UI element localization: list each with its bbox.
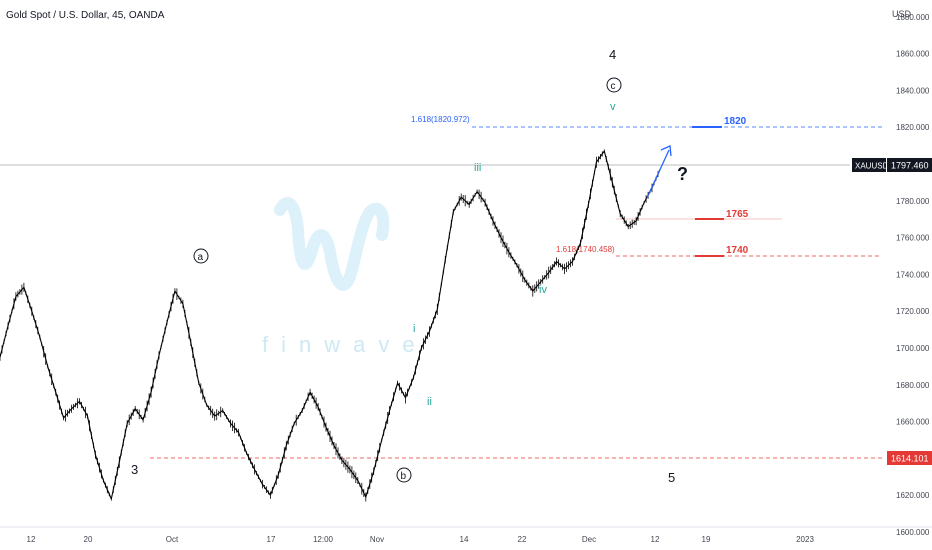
y-tick-label: 1720.000 [896,307,930,316]
wave-label-b: b [401,471,407,482]
y-tick-label: 1700.000 [896,344,930,353]
x-axis: 12 20 Oct 17 12:00 Nov 14 22 Dec 12 19 2023 [27,535,815,544]
wave-label-a: a [198,252,204,263]
last-price-tag: 1797.460 [891,161,929,171]
x-tick-label: 12 [27,535,36,544]
y-tick-label: 1740.000 [896,270,930,279]
y-tick-label: 1840.000 [896,86,930,95]
y-tick-label: 1760.000 [896,234,930,243]
x-tick-label: 14 [460,535,469,544]
x-tick-label: Dec [582,535,596,544]
wave-circle-a [193,248,209,264]
watermark-text: finwave [262,332,428,357]
target-1820-label: 1820 [724,116,747,127]
x-tick-label: 22 [518,535,527,544]
price-candles [0,149,659,502]
x-tick-label: 12:00 [313,535,334,544]
price-series [0,150,661,500]
watermark-logo [274,197,390,291]
y-tick-label: 1820.000 [896,123,930,132]
wave-circle-c [606,77,622,93]
wave-label-4: 4 [609,47,616,62]
target-1740-label: 1740 [726,245,749,256]
wave-label-3: 3 [131,462,138,477]
y-tick-label: 1860.000 [896,50,930,59]
x-tick-label: 12 [651,535,660,544]
currency-label: USD [892,9,912,19]
fib-1820-label: 1.618(1820.972) [411,115,470,124]
wave-label-5: 5 [668,470,675,485]
wave-label-iii: iii [474,162,481,174]
wave-label-c: c [611,81,616,92]
level-1614-tag: 1614.101 [891,454,929,464]
level-1614-tag-bg [887,451,932,465]
target-1765-label: 1765 [726,209,749,220]
fib-1740-label: 1.618(1740.458) [556,245,615,254]
x-tick-label: 20 [84,535,93,544]
question-mark: ? [677,164,688,184]
x-tick-label: Oct [166,535,179,544]
x-tick-label: Nov [370,535,384,544]
y-tick-label: 1660.000 [896,418,930,427]
chart-title: Gold Spot / U.S. Dollar, 45, OANDA [6,10,165,21]
x-tick-label: 17 [267,535,276,544]
wave-label-v: v [610,101,616,113]
wave-label-iv: iv [539,284,547,296]
wave-circle-b [396,467,412,483]
wave-label-ii: ii [427,396,432,408]
last-price-tag-bg [887,158,932,172]
y-tick-label: 1600.000 [896,528,930,537]
wave-label-i: i [413,323,415,335]
last-price-tag-symbol-bg [852,158,886,172]
y-axis: 1580.0001600.0001620.0001640.0001660.000… [896,13,930,537]
projection-arrow [646,145,672,199]
last-price-tag-symbol: XAUUSD [855,162,889,171]
y-tick-label: 1620.000 [896,491,930,500]
y-tick-label: 1780.000 [896,197,930,206]
x-tick-label: 19 [702,535,711,544]
y-tick-label: 1880.000 [896,13,930,22]
x-tick-label: 2023 [796,535,814,544]
y-tick-label: 1680.000 [896,381,930,390]
